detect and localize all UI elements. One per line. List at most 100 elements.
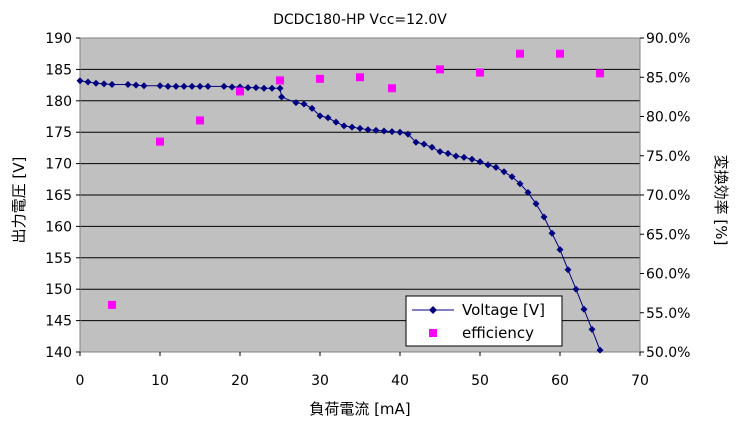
voltage-point (364, 126, 372, 134)
y-tick-label: 185 (45, 62, 72, 78)
voltage-point (268, 84, 276, 92)
y-tick-label: 180 (45, 94, 72, 110)
voltage-point (204, 82, 212, 90)
y-tick-label: 145 (45, 314, 72, 330)
voltage-point (444, 150, 452, 158)
voltage-point (420, 140, 428, 148)
series-efficiency (108, 49, 604, 309)
y2-tick-label: 55.0% (646, 306, 690, 322)
legend-voltage-marker (429, 306, 437, 314)
voltage-point (596, 346, 604, 354)
voltage-point (572, 285, 580, 293)
x-axis-ticks: 0 10 20 30 40 50 60 70 (76, 352, 649, 389)
voltage-point (556, 246, 564, 254)
y-axis-label: 出力電圧 [V] (10, 157, 28, 244)
y-axis-ticks: 140 145 150 155 160 165 170 175 180 185 190 (45, 31, 80, 361)
voltage-point (380, 127, 388, 135)
legend-voltage-label: Voltage [V] (462, 301, 545, 319)
voltage-point (404, 130, 412, 138)
y-tick-label: 160 (45, 219, 72, 235)
efficiency-point (108, 300, 116, 309)
voltage-point (140, 82, 148, 90)
x-tick-label: 50 (471, 373, 489, 389)
y-tick-label: 175 (45, 125, 72, 141)
y-tick-label: 170 (45, 157, 72, 173)
y-tick-label: 165 (45, 188, 72, 204)
y-tick-label: 150 (45, 282, 72, 298)
x-axis-label: 負荷電流 [mA] (309, 400, 410, 418)
voltage-point (332, 118, 340, 126)
y2-tick-label: 75.0% (646, 149, 690, 165)
efficiency-point (156, 137, 164, 146)
voltage-point (516, 180, 524, 188)
voltage-point (508, 173, 516, 181)
voltage-point (292, 99, 300, 107)
x-tick-label: 0 (76, 373, 85, 389)
efficiency-point (436, 65, 444, 74)
efficiency-point (276, 76, 284, 85)
voltage-point (340, 122, 348, 130)
voltage-point (300, 100, 308, 108)
y2-tick-label: 70.0% (646, 188, 690, 204)
voltage-point (460, 153, 468, 161)
voltage-point (164, 82, 172, 90)
y2-axis-ticks: 50.0% 55.0% 60.0% 65.0% 70.0% 75.0% 80.0% 85.0%… (640, 31, 690, 361)
voltage-point (108, 80, 116, 88)
x-tick-label: 20 (231, 373, 249, 389)
voltage-point (308, 104, 316, 112)
efficiency-point (596, 69, 604, 78)
voltage-point (372, 126, 380, 134)
voltage-point (452, 152, 460, 160)
voltage-point (124, 80, 132, 88)
voltage-point (588, 325, 596, 333)
voltage-point (324, 114, 332, 122)
voltage-point (172, 82, 180, 90)
efficiency-point (196, 116, 204, 125)
y2-tick-label: 50.0% (646, 345, 690, 361)
voltage-point (228, 83, 236, 91)
voltage-point (396, 128, 404, 136)
y2-tick-label: 90.0% (646, 31, 690, 47)
efficiency-point (356, 73, 364, 82)
voltage-point (388, 128, 396, 136)
voltage-point (492, 163, 500, 171)
y2-tick-label: 65.0% (646, 227, 690, 243)
voltage-point (76, 77, 84, 85)
efficiency-point (236, 87, 244, 96)
voltage-point (252, 84, 260, 92)
series-voltage (76, 77, 604, 354)
voltage-point (188, 82, 196, 90)
y2-tick-label: 85.0% (646, 70, 690, 86)
voltage-point (412, 138, 420, 146)
x-tick-label: 40 (391, 373, 409, 389)
voltage-point (316, 112, 324, 120)
y2-axis-label: 変換効率 [%] (712, 155, 730, 246)
efficiency-point (516, 49, 524, 58)
voltage-point (348, 123, 356, 131)
efficiency-point (388, 84, 396, 93)
voltage-point (500, 168, 508, 176)
voltage-point (548, 229, 556, 237)
voltage-point (180, 82, 188, 90)
voltage-point (468, 155, 476, 163)
voltage-point (244, 84, 252, 92)
voltage-point (278, 93, 286, 101)
y-tick-label: 140 (45, 345, 72, 361)
efficiency-point (316, 74, 324, 83)
voltage-point (356, 124, 364, 132)
voltage-point (476, 158, 484, 166)
x-tick-label: 70 (631, 373, 649, 389)
x-tick-label: 10 (151, 373, 169, 389)
voltage-point (524, 188, 532, 196)
voltage-point (540, 213, 548, 221)
voltage-point (156, 82, 164, 90)
gridlines (80, 68, 640, 322)
voltage-point (428, 143, 436, 151)
voltage-point (132, 81, 140, 89)
chart-title: DCDC180-HP Vcc=12.0V (273, 12, 447, 28)
voltage-point (484, 161, 492, 169)
efficiency-point (476, 68, 484, 77)
x-tick-label: 60 (551, 373, 569, 389)
y2-tick-label: 80.0% (646, 110, 690, 126)
